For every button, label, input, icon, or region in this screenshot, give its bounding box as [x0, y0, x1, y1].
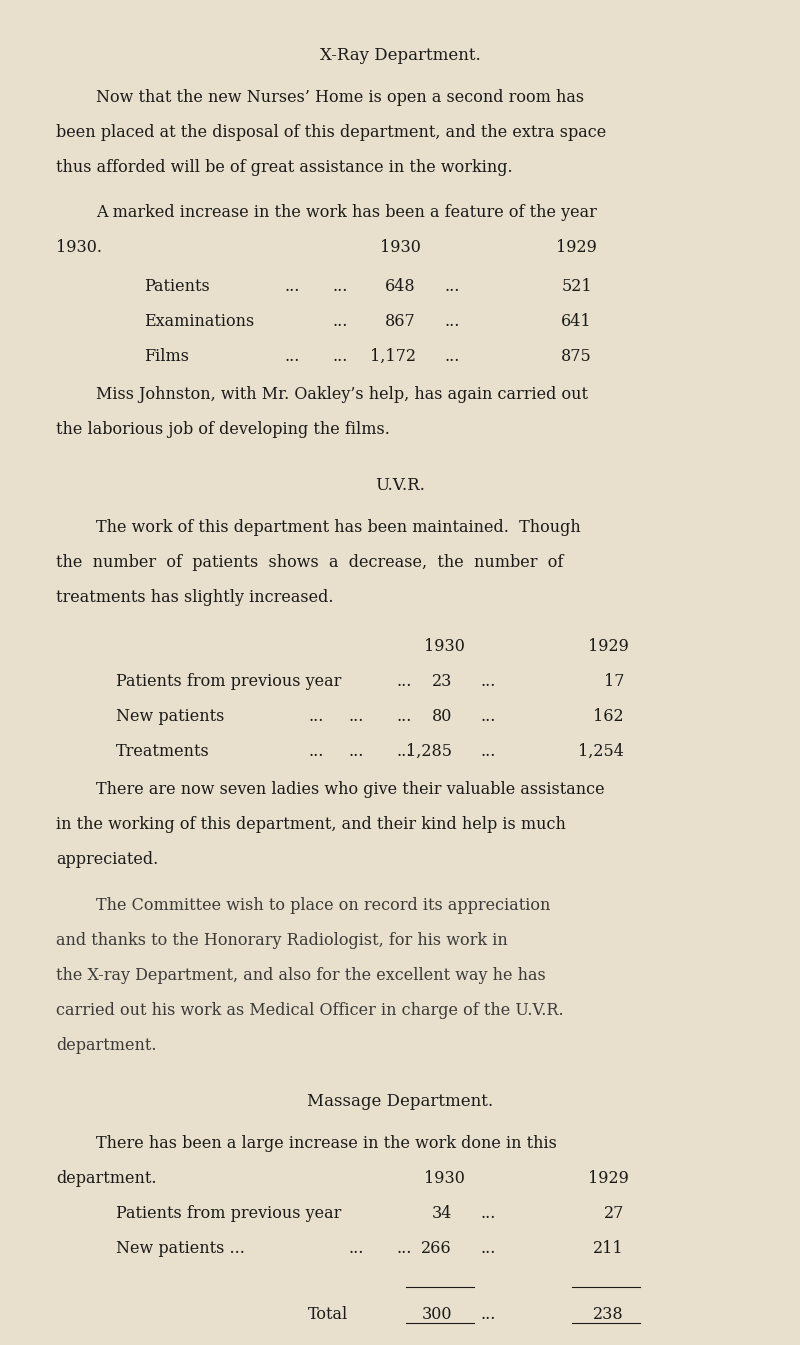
Text: 266: 266: [422, 1240, 452, 1256]
Text: 1929: 1929: [555, 239, 597, 257]
Text: ...: ...: [444, 313, 459, 330]
Text: ...: ...: [480, 1205, 495, 1221]
Text: Massage Department.: Massage Department.: [307, 1092, 493, 1110]
Text: ...: ...: [332, 348, 347, 364]
Text: Now that the new Nurses’ Home is open a second room has: Now that the new Nurses’ Home is open a …: [96, 89, 584, 106]
Text: Examinations: Examinations: [144, 313, 254, 330]
Text: been placed at the disposal of this department, and the extra space: been placed at the disposal of this depa…: [56, 124, 606, 141]
Text: ...: ...: [308, 742, 323, 760]
Text: ...: ...: [348, 1240, 363, 1256]
Text: 34: 34: [432, 1205, 452, 1221]
Text: There has been a large increase in the work done in this: There has been a large increase in the w…: [96, 1135, 557, 1151]
Text: the X-ray Department, and also for the excellent way he has: the X-ray Department, and also for the e…: [56, 967, 546, 983]
Text: ...: ...: [348, 707, 363, 725]
Text: ...: ...: [444, 348, 459, 364]
Text: 23: 23: [432, 672, 452, 690]
Text: Patients from previous year: Patients from previous year: [116, 672, 342, 690]
Text: New patients ...: New patients ...: [116, 1240, 245, 1256]
Text: in the working of this department, and their kind help is much: in the working of this department, and t…: [56, 816, 566, 834]
Text: Treatments: Treatments: [116, 742, 210, 760]
Text: ...: ...: [396, 672, 411, 690]
Text: ...: ...: [480, 1306, 495, 1323]
Text: 162: 162: [594, 707, 624, 725]
Text: A marked increase in the work has been a feature of the year: A marked increase in the work has been a…: [96, 204, 597, 222]
Text: The Committee wish to place on record its appreciation: The Committee wish to place on record it…: [96, 897, 550, 913]
Text: U.V.R.: U.V.R.: [375, 477, 425, 494]
Text: thus afforded will be of great assistance in the working.: thus afforded will be of great assistanc…: [56, 159, 513, 176]
Text: 1930: 1930: [423, 1170, 465, 1186]
Text: ...: ...: [480, 707, 495, 725]
Text: 1929: 1929: [587, 638, 629, 655]
Text: ...: ...: [308, 707, 323, 725]
Text: Miss Johnston, with Mr. Oakley’s help, has again carried out: Miss Johnston, with Mr. Oakley’s help, h…: [96, 386, 588, 404]
Text: 1930: 1930: [423, 638, 465, 655]
Text: 17: 17: [603, 672, 624, 690]
Text: 211: 211: [594, 1240, 624, 1256]
Text: ...: ...: [332, 278, 347, 295]
Text: ...: ...: [396, 707, 411, 725]
Text: ...: ...: [348, 742, 363, 760]
Text: ...: ...: [444, 278, 459, 295]
Text: The work of this department has been maintained.  Though: The work of this department has been mai…: [96, 519, 581, 537]
Text: Patients from previous year: Patients from previous year: [116, 1205, 342, 1221]
Text: New patients: New patients: [116, 707, 224, 725]
Text: 1,285: 1,285: [406, 742, 452, 760]
Text: 1929: 1929: [587, 1170, 629, 1186]
Text: 1930: 1930: [379, 239, 421, 257]
Text: 521: 521: [562, 278, 592, 295]
Text: ...: ...: [480, 742, 495, 760]
Text: 238: 238: [594, 1306, 624, 1323]
Text: ...: ...: [284, 348, 299, 364]
Text: the  number  of  patients  shows  a  decrease,  the  number  of: the number of patients shows a decrease,…: [56, 554, 563, 572]
Text: 1,172: 1,172: [370, 348, 416, 364]
Text: 300: 300: [422, 1306, 452, 1323]
Text: 1930.: 1930.: [56, 239, 102, 257]
Text: department.: department.: [56, 1170, 157, 1186]
Text: treatments has slightly increased.: treatments has slightly increased.: [56, 589, 334, 607]
Text: carried out his work as Medical Officer in charge of the U.V.R.: carried out his work as Medical Officer …: [56, 1002, 564, 1018]
Text: the laborious job of developing the films.: the laborious job of developing the film…: [56, 421, 390, 438]
Text: 80: 80: [432, 707, 452, 725]
Text: 648: 648: [386, 278, 416, 295]
Text: ...: ...: [284, 278, 299, 295]
Text: There are now seven ladies who give their valuable assistance: There are now seven ladies who give thei…: [96, 781, 605, 799]
Text: and thanks to the Honorary Radiologist, for his work in: and thanks to the Honorary Radiologist, …: [56, 932, 508, 948]
Text: ...: ...: [480, 672, 495, 690]
Text: Films: Films: [144, 348, 189, 364]
Text: 27: 27: [604, 1205, 624, 1221]
Text: 875: 875: [562, 348, 592, 364]
Text: ...: ...: [332, 313, 347, 330]
Text: appreciated.: appreciated.: [56, 851, 158, 869]
Text: ...: ...: [396, 1240, 411, 1256]
Text: Total: Total: [308, 1306, 348, 1323]
Text: ...: ...: [396, 742, 411, 760]
Text: Patients: Patients: [144, 278, 210, 295]
Text: 1,254: 1,254: [578, 742, 624, 760]
Text: 867: 867: [386, 313, 416, 330]
Text: ...: ...: [480, 1240, 495, 1256]
Text: department.: department.: [56, 1037, 157, 1053]
Text: X-Ray Department.: X-Ray Department.: [320, 47, 480, 65]
Text: 641: 641: [562, 313, 592, 330]
